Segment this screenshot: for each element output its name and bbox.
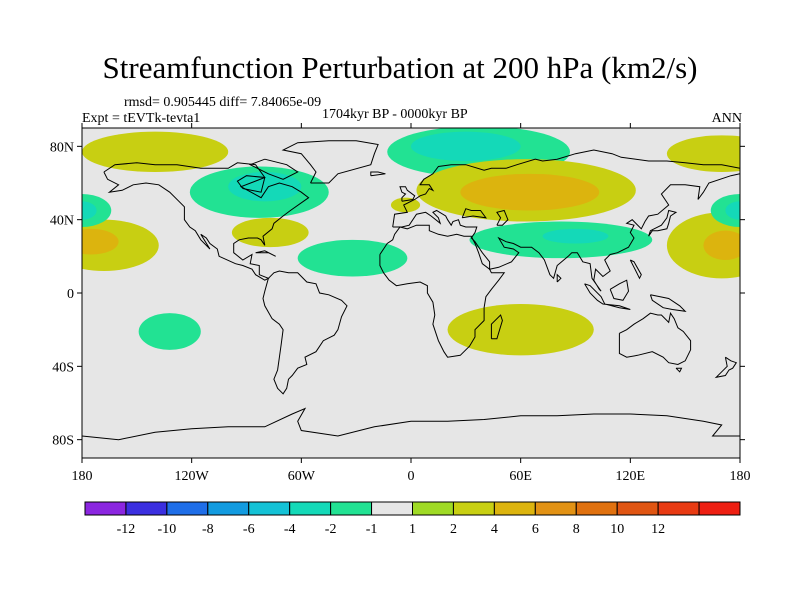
- colorbar-label: 6: [532, 522, 539, 537]
- colorbar-label: -12: [117, 522, 136, 537]
- coast-black-sea: [461, 208, 488, 219]
- colorbar-swatch: [289, 501, 332, 516]
- colorbar-label: -8: [202, 522, 214, 537]
- colorbar-swatch: [207, 501, 250, 516]
- coast-new-guinea: [649, 294, 687, 313]
- colorbar-label: 4: [491, 522, 498, 537]
- coast-britain: [399, 186, 416, 202]
- lat-tick-label: 40S: [52, 360, 74, 375]
- lon-tick-label: 120E: [616, 469, 646, 484]
- axis-tick-labels: 180 120W 60W 0 60E 120E 180 80N 40N 0 40S 80S: [50, 140, 751, 484]
- colorbar-swatch: [412, 501, 454, 516]
- colorbar-label: 10: [610, 522, 624, 537]
- colorbar-swatch: [248, 501, 291, 516]
- lon-tick-label: 180: [72, 469, 93, 484]
- coast-caspian: [496, 209, 509, 226]
- colorbar-swatch: [84, 501, 127, 516]
- anomaly-gulf-of-mexico: [231, 217, 309, 248]
- colorbar-label: -10: [158, 522, 177, 537]
- anomaly-south-africa-indian: [447, 304, 594, 356]
- coast-greenland: [281, 140, 379, 184]
- lon-tick-label: 60E: [509, 469, 532, 484]
- colorbar-label: 12: [651, 522, 665, 537]
- anomaly-arctic-east: [666, 135, 740, 172]
- lon-tick-label: 60W: [288, 469, 316, 484]
- coast-eurasia: [392, 149, 740, 292]
- plot-title: Streamfunction Perturbation at 200 hPa (…: [102, 50, 698, 85]
- colorbar-label: -2: [325, 522, 337, 537]
- anomaly-greenland-pole: [82, 131, 229, 172]
- anomaly-western-europe: [390, 197, 421, 213]
- axis-ticks: [77, 123, 745, 463]
- coast-hudson: [236, 175, 266, 193]
- coast-sri-lanka: [556, 273, 562, 283]
- colorbar-swatch: [166, 501, 209, 516]
- colorbar-swatch: [330, 501, 373, 516]
- colorbar-swatch: [493, 501, 536, 516]
- anomaly-europe-eurasia-core: [460, 173, 600, 211]
- colorbar-label: -6: [243, 522, 255, 537]
- anomaly-north-pacific-east-core: [82, 228, 119, 255]
- colorbar-labels: -12 -10 -8 -6 -4 -2 -1 1 2 4 6 8 10 12: [117, 522, 666, 537]
- coast-cuba: [255, 250, 276, 257]
- coast-africa: [379, 224, 506, 358]
- colorbar: [84, 501, 741, 516]
- coast-madagascar: [490, 314, 503, 340]
- coast-south-america: [262, 270, 348, 395]
- colorbar-swatch: [657, 501, 700, 516]
- season-label: ANN: [711, 111, 742, 126]
- coast-tasmania: [675, 367, 683, 373]
- coast-japan: [648, 209, 678, 237]
- anomaly-pacific-west-core: [703, 230, 740, 260]
- colorbar-label: 2: [450, 522, 457, 537]
- coast-new-zealand: [714, 356, 738, 379]
- coast-australia: [618, 311, 692, 366]
- coastlines: [82, 140, 740, 441]
- lon-tick-label: 180: [730, 469, 751, 484]
- coast-borneo: [609, 279, 630, 301]
- anomaly-north-pacific-blue-core: [82, 201, 97, 220]
- lat-tick-label: 80S: [52, 434, 74, 449]
- anomaly-south-pacific: [138, 313, 201, 350]
- lon-tick-label: 0: [408, 469, 415, 484]
- lon-tick-label: 120W: [175, 469, 210, 484]
- lat-tick-label: 80N: [50, 140, 74, 155]
- colorbar-swatch: [452, 501, 495, 516]
- colorbar-label: -1: [366, 522, 378, 537]
- colorbar-swatch: [616, 501, 659, 516]
- colorbar-swatch: [698, 501, 741, 516]
- colorbar-label: 1: [409, 522, 416, 537]
- anomaly-central-asia-core: [542, 228, 609, 244]
- map-background: [82, 128, 740, 458]
- anomaly-tropical-atlantic: [297, 239, 408, 277]
- coast-antarctica: [82, 407, 740, 441]
- period-label: 1704kyr BP - 0000kyr BP: [322, 107, 468, 122]
- experiment-label: Expt = tEVTk-tevta1: [82, 111, 201, 126]
- lat-tick-label: 40N: [50, 214, 74, 229]
- colorbar-swatch: [575, 501, 618, 516]
- colorbar-swatch: [534, 501, 577, 516]
- anomaly-north-pacific-blue-east-core: [725, 201, 740, 220]
- coast-baffin: [248, 158, 299, 180]
- colorbar-label: 8: [573, 522, 580, 537]
- colorbar-label: -4: [284, 522, 296, 537]
- colorbar-swatch: [125, 501, 168, 516]
- anomaly-arctic-siberia-core: [411, 131, 521, 161]
- coast-iceland: [370, 171, 386, 177]
- lat-tick-label: 0: [67, 287, 74, 302]
- colorbar-swatch: [371, 501, 413, 516]
- coast-indonesia: [584, 283, 631, 310]
- stats-label: rmsd= 0.905445 diff= 7.84065e-09: [124, 95, 322, 110]
- coast-philippines: [629, 259, 642, 280]
